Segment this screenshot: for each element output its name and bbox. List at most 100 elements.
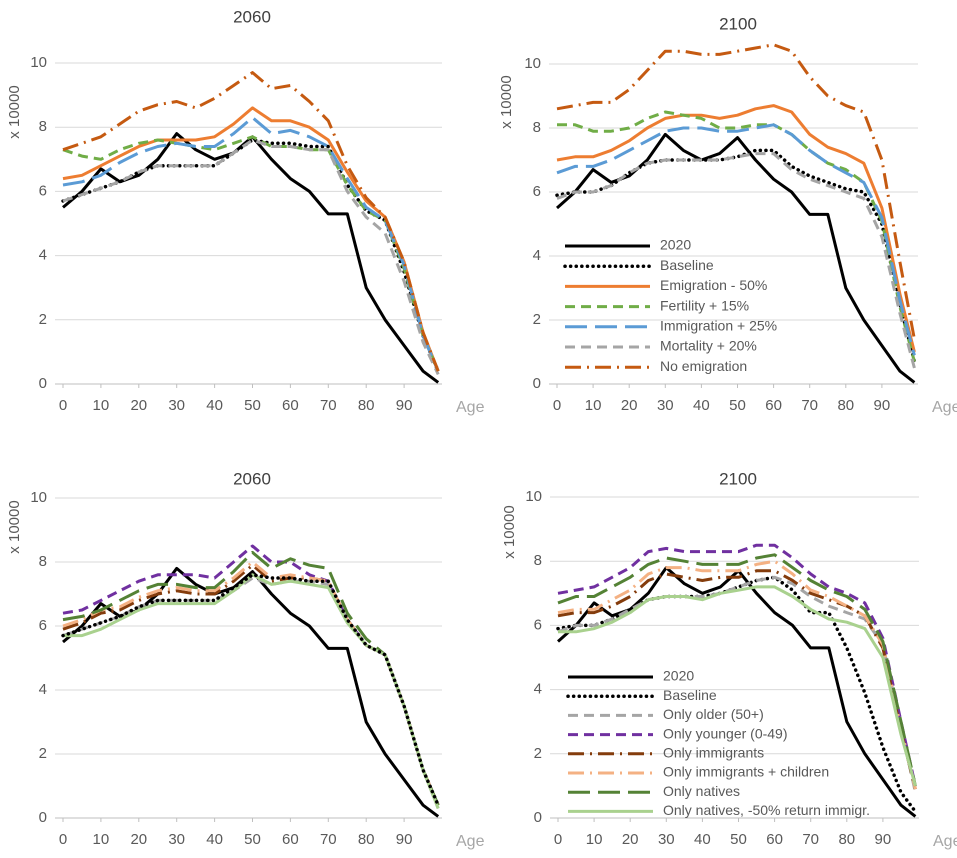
- y-axis-label: x 10000: [6, 85, 23, 138]
- x-tick-label: 70: [801, 397, 818, 414]
- series-line: [62, 106, 440, 372]
- y-tick-label: 4: [39, 681, 47, 698]
- chart-title: 2060: [233, 469, 271, 488]
- x-tick-label: 40: [206, 397, 223, 414]
- x-tick-label: 90: [874, 397, 891, 414]
- x-tick-label: 50: [730, 831, 747, 848]
- series-line: [556, 123, 916, 356]
- y-tick-label: 2: [533, 311, 541, 328]
- legend-label: Immigration + 25%: [660, 318, 777, 334]
- legend-label: No emigration: [660, 358, 747, 374]
- y-tick-label: 2: [39, 745, 47, 762]
- series-line: [557, 559, 917, 790]
- series-line: [557, 110, 916, 362]
- x-tick-label: 60: [282, 397, 299, 414]
- series-line: [557, 569, 917, 790]
- x-tick-label: 10: [93, 831, 110, 848]
- x-tick-label: 30: [657, 397, 674, 414]
- y-tick-label: 2: [534, 745, 542, 762]
- x-tick-label: 0: [554, 831, 562, 848]
- y-tick-label: 2: [39, 311, 47, 328]
- y-tick-label: 10: [30, 489, 47, 506]
- series-line: [62, 138, 440, 376]
- x-axis-label: Age: [932, 399, 957, 416]
- y-tick-label: 4: [533, 247, 541, 264]
- series-line: [62, 116, 440, 372]
- x-tick-label: 20: [130, 397, 147, 414]
- series-line: [62, 135, 440, 372]
- y-tick-label: 8: [533, 119, 541, 136]
- legend-label: Only immigrants: [663, 745, 764, 761]
- x-tick-label: 90: [875, 831, 892, 848]
- x-tick-label: 70: [802, 831, 819, 848]
- series-line: [558, 585, 917, 787]
- x-tick-label: 30: [168, 831, 185, 848]
- series-line: [556, 575, 918, 814]
- x-tick-label: 80: [838, 831, 855, 848]
- x-tick-label: 10: [93, 397, 110, 414]
- x-tick-label: 80: [358, 397, 375, 414]
- legend-label: Emigration - 50%: [660, 277, 767, 293]
- x-tick-label: 60: [766, 831, 783, 848]
- x-tick-label: 30: [168, 397, 185, 414]
- y-tick-label: 4: [534, 681, 542, 698]
- legend-label: Only younger (0-49): [663, 725, 788, 741]
- y-axis-label: x 10000: [6, 500, 23, 553]
- x-tick-label: 0: [59, 397, 67, 414]
- y-tick-label: 0: [534, 809, 542, 826]
- y-tick-label: 6: [39, 182, 47, 199]
- x-tick-label: 90: [396, 397, 413, 414]
- x-tick-label: 50: [244, 397, 261, 414]
- series-line: [62, 560, 440, 806]
- x-tick-label: 30: [658, 831, 675, 848]
- x-tick-label: 10: [586, 831, 603, 848]
- x-tick-label: 90: [396, 831, 413, 848]
- legend-label: Mortality + 20%: [660, 338, 757, 354]
- series-line: [63, 573, 440, 809]
- series-line: [556, 104, 916, 353]
- y-tick-label: 10: [524, 55, 541, 72]
- y-tick-label: 6: [533, 183, 541, 200]
- x-tick-label: 60: [282, 831, 299, 848]
- series-line: [62, 544, 440, 806]
- series-line: [62, 576, 440, 809]
- x-tick-label: 10: [585, 397, 602, 414]
- y-tick-label: 4: [39, 247, 47, 264]
- y-axis-label: x 10000: [498, 75, 515, 128]
- x-tick-label: 40: [694, 831, 711, 848]
- x-tick-label: 20: [622, 831, 639, 848]
- legend-label: Baseline: [663, 687, 717, 703]
- series-line: [557, 575, 917, 793]
- x-axis-label: Age: [933, 833, 957, 850]
- x-tick-label: 70: [320, 397, 337, 414]
- x-tick-label: 40: [693, 397, 710, 414]
- y-tick-label: 8: [534, 552, 542, 569]
- series-line: [555, 148, 917, 364]
- x-tick-label: 20: [130, 831, 147, 848]
- chart-title: 2100: [719, 469, 757, 488]
- x-axis-label: Age: [456, 833, 485, 850]
- chart-title: 2100: [719, 14, 757, 33]
- x-tick-label: 80: [358, 831, 375, 848]
- x-tick-label: 80: [837, 397, 854, 414]
- series-line: [62, 550, 440, 806]
- x-tick-label: 60: [765, 397, 782, 414]
- y-tick-label: 8: [39, 118, 47, 135]
- series-line: [557, 553, 917, 787]
- x-axis-label: Age: [456, 399, 485, 416]
- legend-label: Baseline: [660, 257, 714, 273]
- x-tick-label: 20: [621, 397, 638, 414]
- y-tick-label: 6: [39, 617, 47, 634]
- series-line: [557, 543, 917, 787]
- series-line: [556, 152, 916, 369]
- series-line: [62, 563, 440, 806]
- y-tick-label: 8: [39, 553, 47, 570]
- x-tick-label: 0: [59, 831, 67, 848]
- chart-title: 2060: [233, 7, 271, 26]
- y-tick-label: 6: [534, 616, 542, 633]
- series-line: [556, 43, 916, 340]
- legend-label: Only immigrants + children: [663, 764, 829, 780]
- series-line: [62, 132, 440, 384]
- x-tick-label: 70: [320, 831, 337, 848]
